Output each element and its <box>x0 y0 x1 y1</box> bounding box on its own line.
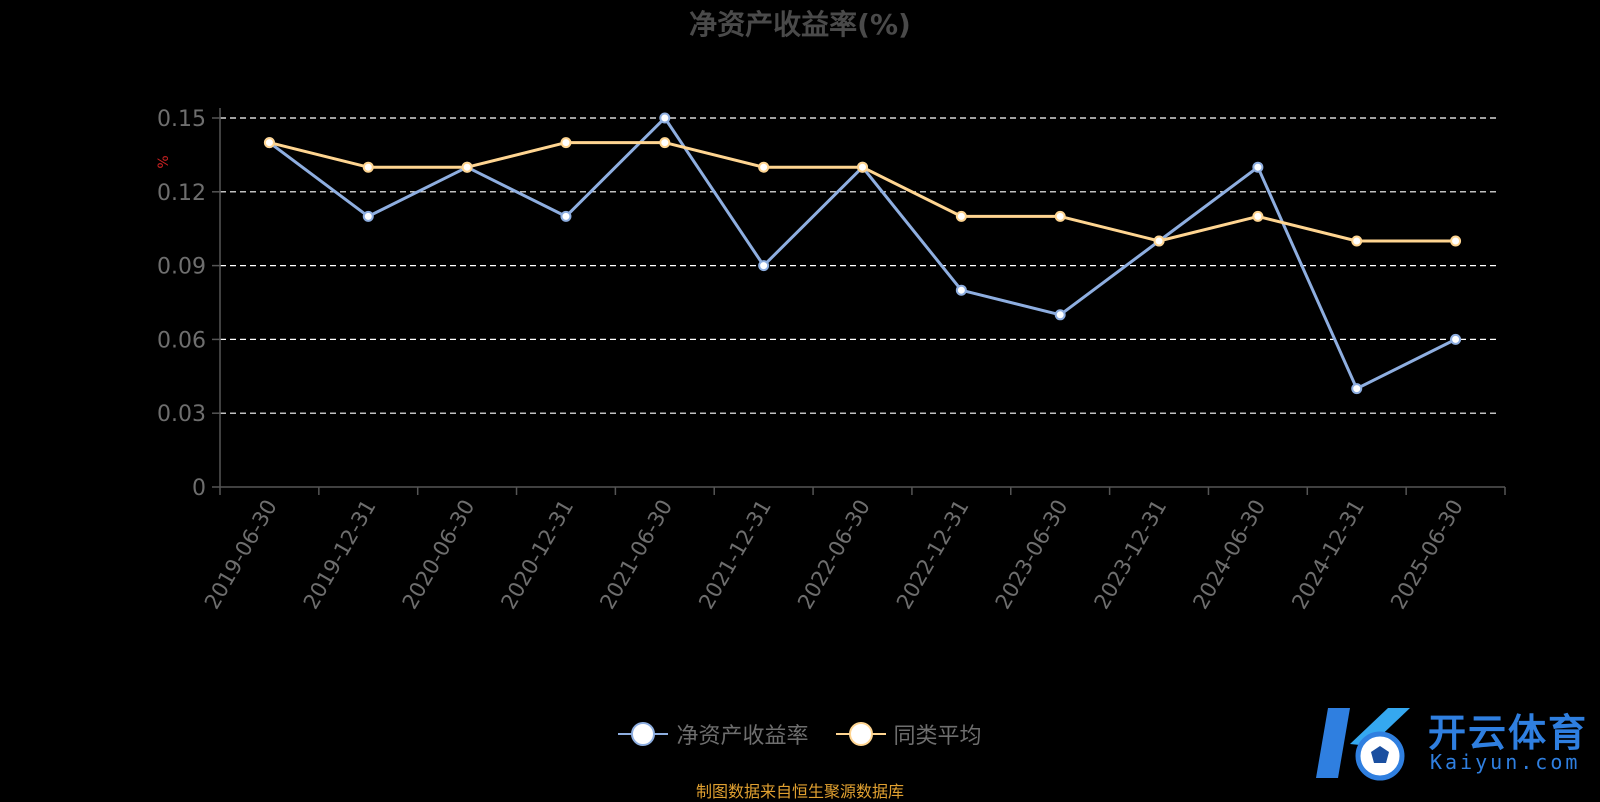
x-tick-label: 2025-06-30 <box>1386 496 1468 614</box>
y-tick-label: 0.03 <box>157 402 206 427</box>
grid-lines <box>220 117 1498 414</box>
x-tick-label: 2023-06-30 <box>991 496 1073 614</box>
data-point-peer-average <box>1351 235 1363 247</box>
legend-item-roe[interactable]: 净资产收益率 <box>618 718 809 750</box>
y-tick-label: 0.15 <box>157 107 206 132</box>
data-point-roe <box>758 260 770 272</box>
x-tick-label: 2020-06-30 <box>398 495 480 613</box>
legend-swatch-peer-average <box>835 721 886 747</box>
x-tick-label: 2024-12-31 <box>1287 496 1369 614</box>
axes <box>212 108 1506 495</box>
data-point-peer-average <box>955 210 967 222</box>
y-tick-label: 0.06 <box>157 328 206 353</box>
data-point-peer-average <box>1450 235 1462 247</box>
x-tick-label: 2021-12-31 <box>694 496 776 614</box>
data-point-peer-average <box>659 137 671 149</box>
logo-text-cn: 开云体育 <box>1428 711 1589 755</box>
legend-item-peer-average[interactable]: 同类平均 <box>835 718 982 750</box>
data-point-peer-average <box>857 161 868 173</box>
x-tick-label: 2019-12-31 <box>299 496 381 614</box>
x-tick-label: 2022-12-31 <box>892 496 974 614</box>
data-point-peer-average <box>263 137 275 149</box>
logo-k-icon <box>1316 708 1410 781</box>
x-tick-label: 2022-06-30 <box>793 496 875 614</box>
x-tick-label: 2023-12-31 <box>1090 496 1172 614</box>
data-point-roe <box>362 210 374 222</box>
y-tick-label: 0 <box>192 476 206 501</box>
watermark-logo: 开云体育 Kaiyun.com <box>1310 700 1590 790</box>
x-tick-label: 2020-12-31 <box>496 496 578 614</box>
series-line-roe <box>268 116 1457 391</box>
data-point-roe <box>659 112 671 124</box>
data-point-peer-average <box>362 161 374 173</box>
x-tick-label: 2024-06-30 <box>1188 496 1270 614</box>
legend-swatch-roe <box>618 721 669 747</box>
source-note: 制图数据来自恒生聚源数据库 <box>695 782 904 801</box>
x-tick-label: 2019-06-30 <box>200 496 282 614</box>
data-point-roe <box>1054 309 1066 321</box>
data-point-peer-average <box>1252 210 1264 222</box>
chart-title: 净资产收益率(%) <box>689 8 911 41</box>
legend-label-roe: 净资产收益率 <box>676 724 809 749</box>
data-point-roe <box>1450 333 1462 345</box>
data-point-roe <box>560 210 572 222</box>
data-point-peer-average <box>461 161 473 173</box>
y-tick-label: 0.09 <box>157 255 206 280</box>
data-point-roe <box>1351 383 1363 395</box>
logo-text-en: Kaiyun.com <box>1430 750 1581 774</box>
y-axis-label: % <box>156 155 172 168</box>
x-tick-label: 2021-06-30 <box>595 496 677 614</box>
data-point-peer-average <box>560 137 572 149</box>
data-point-peer-average <box>758 161 770 173</box>
data-point-peer-average <box>1054 210 1066 222</box>
y-tick-label: 0.12 <box>157 181 206 206</box>
data-point-roe <box>1252 161 1264 173</box>
data-point-peer-average <box>1153 235 1165 247</box>
legend-label-peer-average: 同类平均 <box>893 724 982 749</box>
series-group <box>263 112 1462 395</box>
legend: 净资产收益率 同类平均 <box>0 718 1600 753</box>
x-tick-labels: 2019-06-30 2019-12-31 2020-06-30 2020-12-31… <box>200 495 1468 613</box>
y-tick-labels: 0 0.03 0.06 0.09 0.12 0.15 <box>157 107 206 501</box>
data-point-roe <box>955 284 967 296</box>
